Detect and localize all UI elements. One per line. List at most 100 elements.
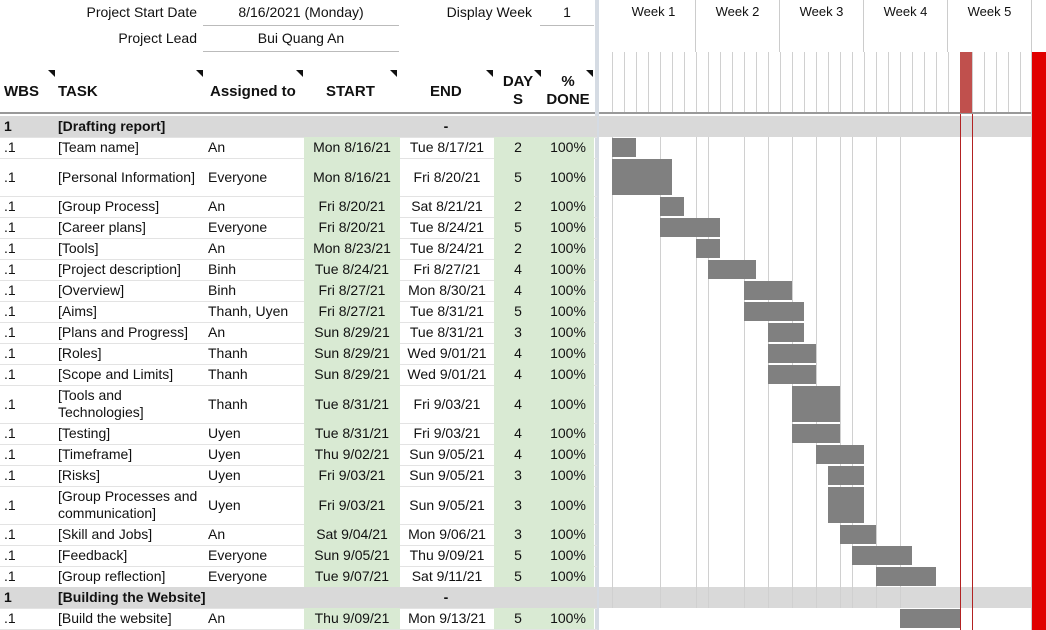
assigned-cell[interactable]: An <box>208 198 226 214</box>
done-cell[interactable]: 100% <box>542 280 594 301</box>
assigned-cell[interactable]: Thanh <box>208 395 248 412</box>
end-cell[interactable]: Tue 8/24/21 <box>409 240 485 256</box>
table-row[interactable]: .1 [Scope and Limits] Thanh Sun 8/29/21 Wed … <box>0 364 597 386</box>
wbs-cell[interactable]: .1 <box>4 467 16 483</box>
task-bar[interactable] <box>792 386 840 422</box>
start-cell[interactable]: Sun 8/29/21 <box>304 322 400 343</box>
table-row[interactable]: .1 [Tools] An Mon 8/23/21 Tue 8/24/21 2 100% <box>0 238 597 260</box>
col-header-assigned[interactable]: Assigned to <box>210 83 296 100</box>
days-cell[interactable]: 2 <box>494 196 542 217</box>
table-row[interactable]: .1 [Team name] An Mon 8/16/21 Tue 8/17/21 2 10… <box>0 137 597 159</box>
done-cell[interactable]: 100% <box>542 524 594 545</box>
start-cell[interactable]: Thu 9/02/21 <box>304 444 400 465</box>
wbs-cell[interactable]: .1 <box>4 139 16 155</box>
section-row[interactable]: 1 [Drafting report] - <box>0 116 597 138</box>
table-row[interactable]: .1 [Group Processes and communication] Uye… <box>0 486 597 525</box>
col-header-start[interactable]: START <box>326 83 375 100</box>
filter-icon[interactable] <box>534 70 541 77</box>
table-row[interactable]: .1 [Timeframe] Uyen Thu 9/02/21 Sun 9/05/21 4… <box>0 444 597 466</box>
end-cell[interactable]: Tue 8/31/21 <box>409 303 485 319</box>
end-cell[interactable]: Mon 9/06/21 <box>408 526 486 542</box>
task-bar[interactable] <box>768 323 804 342</box>
task-bar[interactable] <box>612 138 636 157</box>
done-cell[interactable]: 100% <box>542 385 594 423</box>
end-cell[interactable]: Wed 9/01/21 <box>407 366 487 382</box>
task-cell[interactable]: [Testing] <box>58 425 111 441</box>
days-cell[interactable]: 5 <box>494 217 542 238</box>
task-cell[interactable]: [Roles] <box>58 345 102 361</box>
wbs-cell[interactable]: .1 <box>4 345 16 361</box>
task-cell[interactable]: [Risks] <box>58 467 100 483</box>
filter-icon[interactable] <box>296 70 303 77</box>
done-cell[interactable]: 100% <box>542 423 594 444</box>
start-cell[interactable]: Fri 8/20/21 <box>304 196 400 217</box>
task-cell[interactable]: [Tools and Technologies] <box>58 387 144 420</box>
done-cell[interactable]: 100% <box>542 196 594 217</box>
project-lead-value[interactable]: Bui Quang An <box>203 30 399 52</box>
wbs-cell[interactable]: .1 <box>4 610 16 626</box>
done-cell[interactable]: 100% <box>542 343 594 364</box>
task-bar[interactable] <box>708 260 756 279</box>
done-cell[interactable]: 100% <box>542 545 594 566</box>
assigned-cell[interactable]: Uyen <box>208 467 241 483</box>
task-bar[interactable] <box>768 365 816 384</box>
wbs-cell[interactable]: .1 <box>4 446 16 462</box>
end-cell[interactable]: Wed 9/01/21 <box>407 345 487 361</box>
end-cell[interactable]: Fri 9/03/21 <box>413 395 481 412</box>
done-cell[interactable]: 100% <box>542 566 594 587</box>
table-row[interactable]: .1 [Skill and Jobs] An Sat 9/04/21 Mon 9/06/… <box>0 524 597 546</box>
done-cell[interactable]: 100% <box>542 444 594 465</box>
table-row[interactable]: .1 [Tools and Technologies] Thanh Tue 8/31/… <box>0 385 597 424</box>
done-cell[interactable]: 100% <box>542 259 594 280</box>
task-bar[interactable] <box>660 197 684 216</box>
task-cell[interactable]: [Building the Website] <box>58 589 206 605</box>
task-cell[interactable]: [Build the website] <box>58 610 172 626</box>
days-cell[interactable]: 5 <box>494 608 542 629</box>
wbs-cell[interactable]: .1 <box>4 366 16 382</box>
assigned-cell[interactable]: Thanh <box>208 345 248 361</box>
start-cell[interactable]: Thu 9/09/21 <box>304 608 400 629</box>
assigned-cell[interactable]: Everyone <box>208 219 268 235</box>
wbs-cell[interactable]: .1 <box>4 219 16 235</box>
days-cell[interactable]: 4 <box>494 364 542 385</box>
wbs-cell[interactable]: .1 <box>4 568 16 584</box>
start-cell[interactable]: Tue 8/24/21 <box>304 259 400 280</box>
start-cell[interactable]: Tue 9/07/21 <box>304 566 400 587</box>
task-cell[interactable]: [Group Processes and communication] <box>58 488 198 521</box>
col-header-wbs[interactable]: WBS <box>4 83 39 100</box>
wbs-cell[interactable]: .1 <box>4 324 16 340</box>
days-cell[interactable]: 3 <box>494 465 542 486</box>
end-cell[interactable]: Tue 8/17/21 <box>409 139 485 155</box>
wbs-cell[interactable]: .1 <box>4 547 16 563</box>
done-cell[interactable]: 100% <box>542 301 594 322</box>
wbs-cell[interactable]: .1 <box>4 261 16 277</box>
start-cell[interactable]: Fri 9/03/21 <box>304 486 400 524</box>
wbs-cell[interactable]: .1 <box>4 425 16 441</box>
days-cell[interactable]: 5 <box>494 545 542 566</box>
table-row[interactable]: .1 [Aims] Thanh, Uyen Fri 8/27/21 Tue 8/31/2… <box>0 301 597 323</box>
assigned-cell[interactable]: Binh <box>208 261 237 277</box>
done-cell[interactable]: 100% <box>542 322 594 343</box>
wbs-cell[interactable]: .1 <box>4 198 16 214</box>
end-cell[interactable]: Mon 9/13/21 <box>408 610 486 626</box>
filter-icon[interactable] <box>390 70 397 77</box>
start-cell[interactable]: Mon 8/23/21 <box>304 238 400 259</box>
done-cell[interactable]: 100% <box>542 137 594 158</box>
task-bar[interactable] <box>696 239 720 258</box>
dash-cell[interactable]: - <box>443 589 449 605</box>
end-cell[interactable]: Sun 9/05/21 <box>409 467 485 483</box>
wbs-cell[interactable]: 1 <box>4 589 12 605</box>
filter-icon[interactable] <box>196 70 203 77</box>
task-cell[interactable]: [Drafting report] <box>58 118 166 134</box>
wbs-cell[interactable]: .1 <box>4 168 16 185</box>
task-cell[interactable]: [Aims] <box>58 303 97 319</box>
end-cell[interactable]: Fri 8/27/21 <box>413 261 481 277</box>
start-cell[interactable]: Fri 8/27/21 <box>304 280 400 301</box>
task-cell[interactable]: [Career plans] <box>58 219 146 235</box>
assigned-cell[interactable]: Everyone <box>208 547 268 563</box>
assigned-cell[interactable]: Thanh <box>208 366 248 382</box>
table-row[interactable]: .1 [Risks] Uyen Fri 9/03/21 Sun 9/05/21 3 100% <box>0 465 597 487</box>
assigned-cell[interactable]: Uyen <box>208 425 241 441</box>
end-cell[interactable]: Tue 8/31/21 <box>409 324 485 340</box>
end-cell[interactable]: Sat 8/21/21 <box>411 198 483 214</box>
